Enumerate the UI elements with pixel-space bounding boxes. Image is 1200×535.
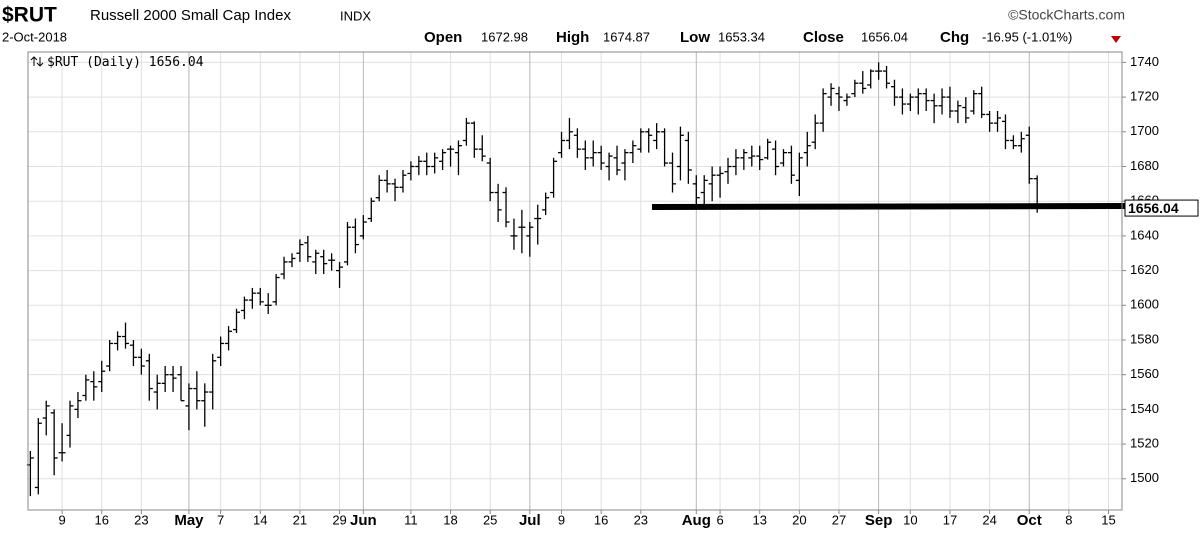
x-tick-label: Sep bbox=[865, 512, 893, 529]
y-tick-label: 1580 bbox=[1130, 331, 1159, 346]
change-value: -16.95 (-1.01%) bbox=[982, 29, 1072, 44]
x-tick-label: 29 bbox=[332, 512, 346, 527]
x-tick-label: Jul bbox=[519, 512, 541, 529]
plot-frame bbox=[27, 51, 1123, 511]
x-tick-label: 21 bbox=[293, 512, 307, 527]
y-tick-label: 1600 bbox=[1130, 297, 1159, 312]
change-label: Chg bbox=[940, 29, 969, 46]
symbol: $RUT bbox=[2, 4, 57, 27]
x-tick-label: 27 bbox=[832, 512, 846, 527]
x-tick-label: 13 bbox=[752, 512, 766, 527]
legend-icon bbox=[30, 56, 44, 67]
quote-line: Open 1672.98 High 1674.87 Low 1653.34 Cl… bbox=[424, 29, 1121, 46]
source: ©StockCharts.com bbox=[1008, 7, 1125, 23]
y-tick-label: 1740 bbox=[1130, 54, 1159, 69]
x-tick-label: 23 bbox=[634, 512, 648, 527]
price-label: 1656.04 bbox=[1128, 200, 1179, 216]
x-tick-label: 20 bbox=[792, 512, 806, 527]
trend-line bbox=[651, 202, 1126, 211]
x-tick-label: May bbox=[174, 512, 204, 529]
plot-area bbox=[26, 52, 1122, 510]
y-tick-label: 1620 bbox=[1130, 262, 1159, 277]
x-tick-label: 18 bbox=[443, 512, 457, 527]
x-tick-label: 8 bbox=[1065, 512, 1072, 527]
y-tick-label: 1560 bbox=[1130, 366, 1159, 381]
x-tick-label: 10 bbox=[903, 512, 917, 527]
x-tick-label: 24 bbox=[982, 512, 996, 527]
x-tick-label: 25 bbox=[483, 512, 497, 527]
x-tick-label: 11 bbox=[404, 512, 418, 527]
legend-close: 1656.04 bbox=[149, 55, 204, 70]
close-label: Close bbox=[803, 29, 844, 46]
x-tick-label: 6 bbox=[716, 512, 723, 527]
x-tick-label: Jun bbox=[350, 512, 377, 529]
y-tick-label: 1520 bbox=[1130, 436, 1159, 451]
exchange: INDX bbox=[340, 8, 371, 23]
y-tick-label: 1680 bbox=[1130, 158, 1159, 173]
y-tick-label: 1720 bbox=[1130, 89, 1159, 104]
legend-label: $RUT (Daily) bbox=[47, 55, 141, 70]
x-tick-label: Oct bbox=[1017, 512, 1042, 529]
down-arrow bbox=[1111, 36, 1121, 43]
x-tick-label: Aug bbox=[682, 512, 711, 529]
date: 2-Oct-2018 bbox=[2, 29, 67, 44]
y-tick-label: 1700 bbox=[1130, 123, 1159, 138]
open-value: 1672.98 bbox=[481, 29, 528, 44]
y-tick-label: 1540 bbox=[1130, 401, 1159, 416]
low-value: 1653.34 bbox=[718, 29, 765, 44]
x-tick-label: 16 bbox=[94, 512, 108, 527]
low-label: Low bbox=[680, 29, 710, 46]
y-tick-label: 1640 bbox=[1130, 227, 1159, 242]
x-tick-label: 9 bbox=[58, 512, 65, 527]
legend: $RUT (Daily) 1656.04 bbox=[30, 55, 204, 70]
index-name: Russell 2000 Small Cap Index bbox=[90, 7, 291, 24]
close-value: 1656.04 bbox=[861, 29, 908, 44]
x-tick-label: 17 bbox=[943, 512, 957, 527]
x-tick-label: 7 bbox=[217, 512, 224, 527]
price-box bbox=[1124, 199, 1199, 217]
open-label: Open bbox=[424, 29, 462, 46]
legend-text: $RUT (Daily) 1656.04 bbox=[47, 55, 204, 70]
x-tick-label: 15 bbox=[1101, 512, 1115, 527]
x-tick-label: 16 bbox=[594, 512, 608, 527]
x-tick-label: 14 bbox=[253, 512, 267, 527]
y-tick-label: 1500 bbox=[1130, 470, 1159, 485]
high-label: High bbox=[556, 29, 589, 46]
x-tick-label: 9 bbox=[558, 512, 565, 527]
high-value: 1674.87 bbox=[603, 29, 650, 44]
x-tick-label: 23 bbox=[134, 512, 148, 527]
